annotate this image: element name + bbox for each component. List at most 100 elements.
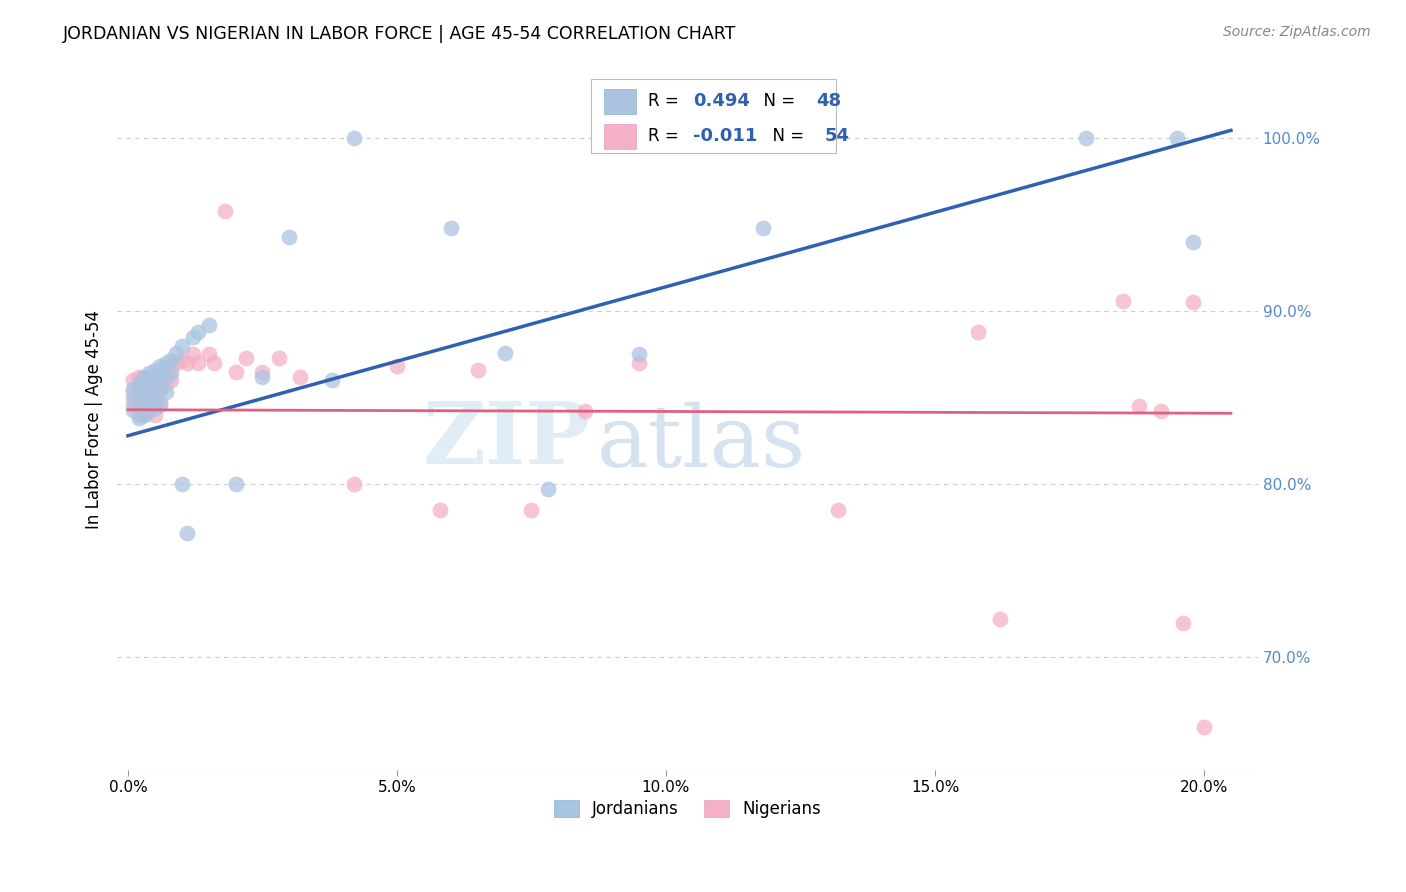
Point	[1112, 293, 1135, 308]
Point	[343, 477, 366, 491]
Point	[149, 368, 172, 383]
Point	[628, 347, 651, 361]
Point	[138, 404, 160, 418]
Point	[138, 398, 160, 412]
Point	[143, 363, 166, 377]
FancyBboxPatch shape	[605, 88, 636, 114]
Point	[467, 363, 489, 377]
Point	[122, 398, 145, 412]
Point	[988, 612, 1011, 626]
Point	[1074, 130, 1097, 145]
Point	[267, 351, 290, 365]
Point	[155, 376, 177, 391]
Point	[1128, 399, 1150, 413]
Point	[429, 503, 451, 517]
Point	[440, 220, 463, 235]
Text: -0.011: -0.011	[693, 128, 758, 145]
Point	[202, 356, 225, 370]
Point	[385, 359, 408, 374]
Point	[214, 203, 236, 218]
Point	[235, 351, 257, 365]
Point	[143, 373, 166, 387]
Point	[176, 525, 198, 540]
Point	[160, 367, 183, 381]
Point	[128, 399, 150, 413]
Point	[225, 365, 247, 379]
Text: JORDANIAN VS NIGERIAN IN LABOR FORCE | AGE 45-54 CORRELATION CHART: JORDANIAN VS NIGERIAN IN LABOR FORCE | A…	[63, 25, 737, 43]
Point	[143, 394, 166, 409]
Point	[187, 356, 209, 370]
Point	[197, 347, 219, 361]
Point	[132, 394, 155, 409]
Point	[122, 402, 145, 417]
Point	[132, 369, 155, 384]
Point	[160, 373, 183, 387]
Point	[1150, 404, 1173, 418]
Point	[181, 347, 204, 361]
Point	[187, 325, 209, 339]
Point	[165, 356, 187, 370]
Point	[128, 387, 150, 401]
Point	[128, 394, 150, 409]
Point	[138, 385, 160, 400]
Point	[143, 408, 166, 422]
Point	[149, 396, 172, 410]
Point	[1192, 720, 1215, 734]
Text: 48: 48	[817, 92, 842, 110]
Point	[278, 229, 301, 244]
Point	[1182, 235, 1205, 249]
Point	[1171, 615, 1194, 630]
Point	[132, 369, 155, 384]
Point	[128, 411, 150, 425]
Point	[628, 356, 651, 370]
Point	[321, 373, 343, 387]
Point	[155, 356, 177, 370]
Point	[752, 220, 775, 235]
Y-axis label: In Labor Force | Age 45-54: In Labor Force | Age 45-54	[86, 310, 103, 529]
FancyBboxPatch shape	[591, 79, 835, 153]
Point	[149, 359, 172, 374]
Point	[138, 391, 160, 405]
Text: ZIP: ZIP	[423, 399, 591, 483]
Text: N =: N =	[762, 128, 808, 145]
Point	[132, 380, 155, 394]
Point	[170, 338, 193, 352]
Point	[149, 382, 172, 396]
Point	[155, 369, 177, 384]
Point	[170, 352, 193, 367]
Text: Source: ZipAtlas.com: Source: ZipAtlas.com	[1223, 25, 1371, 39]
Point	[143, 387, 166, 401]
Point	[165, 345, 187, 359]
Point	[176, 356, 198, 370]
Point	[827, 503, 849, 517]
Point	[132, 382, 155, 396]
Point	[181, 330, 204, 344]
Point	[1182, 295, 1205, 310]
Point	[170, 477, 193, 491]
Point	[149, 398, 172, 412]
Point	[155, 385, 177, 400]
Text: 0.494: 0.494	[693, 92, 749, 110]
Point	[132, 408, 155, 422]
Point	[138, 373, 160, 387]
Point	[138, 367, 160, 381]
Legend: Jordanians, Nigerians: Jordanians, Nigerians	[547, 793, 828, 825]
Text: atlas: atlas	[596, 402, 806, 485]
Point	[520, 503, 543, 517]
FancyBboxPatch shape	[605, 124, 636, 149]
Point	[252, 369, 274, 384]
Text: N =: N =	[752, 92, 800, 110]
Point	[122, 382, 145, 396]
Point	[1166, 130, 1188, 145]
Point	[132, 394, 155, 409]
Point	[225, 477, 247, 491]
Point	[128, 382, 150, 396]
Point	[122, 385, 145, 400]
Point	[128, 376, 150, 391]
Point	[160, 352, 183, 367]
Point	[494, 345, 516, 359]
Point	[132, 408, 155, 422]
Point	[967, 325, 990, 339]
Point	[128, 408, 150, 422]
Point	[143, 369, 166, 384]
